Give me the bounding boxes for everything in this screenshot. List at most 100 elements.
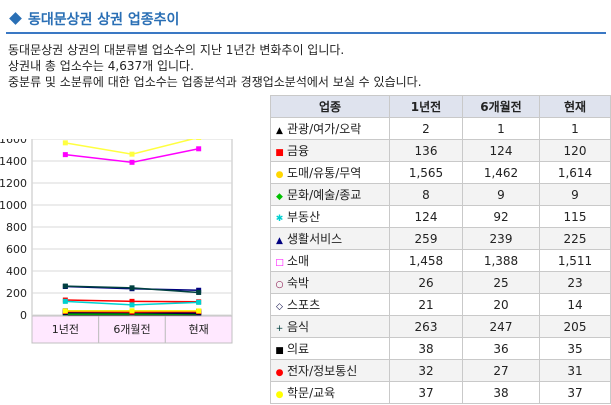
series-marker-icon: ● (275, 368, 284, 378)
value-cell-1year: 136 (389, 139, 463, 162)
industry-name-cell: ● 전자/정보통신 (270, 359, 390, 382)
y-tick-label: 800 (6, 221, 27, 234)
industry-name: 숙박 (287, 276, 310, 290)
col-header-industry: 업종 (270, 95, 390, 118)
value-cell-6months: 124 (462, 139, 540, 162)
value-cell-current: 1,614 (539, 161, 611, 184)
table-row: ◇ 스포츠 21 20 14 (270, 293, 611, 316)
y-tick-label: 1400 (0, 155, 27, 168)
data-point (62, 152, 68, 158)
value-cell-current: 115 (539, 205, 611, 228)
industry-name-cell: ● 학문/교육 (270, 381, 390, 404)
industry-name: 문화/예술/종교 (287, 188, 362, 202)
data-point (62, 283, 68, 289)
value-cell-current: 37 (539, 381, 611, 404)
col-header-current: 현재 (539, 95, 611, 118)
industry-name: 생활서비스 (287, 232, 343, 246)
y-tick-label: 200 (6, 287, 27, 300)
series-marker-icon: ● (275, 170, 284, 180)
data-point (129, 308, 135, 314)
value-cell-1year: 1,565 (389, 161, 463, 184)
industry-name: 소매 (287, 254, 310, 268)
industry-name: 음식 (287, 320, 310, 334)
y-tick-label: 400 (6, 265, 27, 278)
industry-name: 관광/여가/오락 (287, 122, 362, 136)
value-cell-6months: 1 (462, 117, 540, 140)
series-marker-icon: ✱ (275, 214, 284, 224)
value-cell-current: 31 (539, 359, 611, 382)
y-tick-label: 1000 (0, 199, 27, 212)
value-cell-6months: 1,388 (462, 249, 540, 272)
value-cell-6months: 92 (462, 205, 540, 228)
y-tick-label: 0 (20, 309, 27, 322)
industry-name-cell: ✱ 부동산 (270, 205, 390, 228)
value-cell-1year: 1,458 (389, 249, 463, 272)
data-point (196, 299, 202, 305)
series-marker-icon: ○ (275, 280, 284, 290)
table-row: ■ 금융 136 124 120 (270, 139, 611, 162)
industry-name: 부동산 (287, 210, 321, 224)
data-point (129, 151, 135, 157)
value-cell-current: 35 (539, 337, 611, 360)
data-point (129, 285, 135, 291)
value-cell-1year: 2 (389, 117, 463, 140)
series-marker-icon: ▲ (276, 236, 283, 246)
value-cell-6months: 38 (462, 381, 540, 404)
data-point (62, 298, 68, 304)
industry-name-cell: ■ 금융 (270, 139, 390, 162)
series-marker-icon: ▲ (276, 126, 283, 136)
value-cell-current: 14 (539, 293, 611, 316)
x-category-band (164, 315, 233, 344)
value-cell-1year: 8 (389, 183, 463, 206)
value-cell-current: 120 (539, 139, 611, 162)
series-marker-icon: ■ (275, 346, 284, 356)
industry-name-cell: ◆ 문화/예술/종교 (270, 183, 390, 206)
value-cell-current: 205 (539, 315, 611, 338)
industry-name: 금융 (287, 144, 310, 158)
value-cell-1year: 37 (389, 381, 463, 404)
value-cell-6months: 247 (462, 315, 540, 338)
data-point (129, 302, 135, 308)
data-point (62, 308, 68, 314)
industry-name: 전자/정보통신 (287, 364, 358, 378)
data-point (196, 146, 202, 152)
value-cell-1year: 32 (389, 359, 463, 382)
table-row: ▲ 생활서비스 259 239 225 (270, 227, 611, 250)
data-point (62, 140, 68, 146)
title-divider (6, 32, 606, 34)
industry-name-cell: □ 소매 (270, 249, 390, 272)
industry-name-cell: ○ 숙박 (270, 271, 390, 294)
trend-line-chart: 0 200 400 600 800 1000 1200 1400 1600 1년전 6개월전 현재 (0, 139, 233, 344)
industry-name-cell: ● 도매/유통/무역 (270, 161, 390, 184)
x-tick-label: 1년전 (52, 323, 79, 336)
value-cell-1year: 259 (389, 227, 463, 250)
industry-name-cell: + 음식 (270, 315, 390, 338)
value-cell-1year: 21 (389, 293, 463, 316)
table-row: ◆ 문화/예술/종교 8 9 9 (270, 183, 611, 206)
data-point (129, 159, 135, 165)
description-line: 동대문상권 상권의 대분류별 업소수의 지난 1년간 변화추이 입니다. (8, 43, 345, 57)
table-row: + 음식 263 247 205 (270, 315, 611, 338)
data-point (196, 308, 202, 314)
value-cell-current: 225 (539, 227, 611, 250)
series-marker-icon: + (275, 324, 284, 334)
data-point (196, 289, 202, 295)
table-row: ✱ 부동산 124 92 115 (270, 205, 611, 228)
value-cell-1year: 38 (389, 337, 463, 360)
y-tick-label: 1600 (0, 139, 27, 146)
industry-table: 업종 1년전 6개월전 현재 ▲ 관광/여가/오락 2 1 1 ■ 금융 136 124 120 ●… (270, 95, 611, 404)
value-cell-current: 23 (539, 271, 611, 294)
x-tick-label: 6개월전 (113, 323, 150, 336)
value-cell-1year: 263 (389, 315, 463, 338)
value-cell-current: 1 (539, 117, 611, 140)
industry-name-cell: ▲ 관광/여가/오락 (270, 117, 390, 140)
col-header-6months: 6개월전 (462, 95, 540, 118)
table-row: ■ 의료 38 36 35 (270, 337, 611, 360)
value-cell-6months: 20 (462, 293, 540, 316)
value-cell-6months: 239 (462, 227, 540, 250)
series-marker-icon: ◆ (276, 192, 283, 202)
value-cell-1year: 124 (389, 205, 463, 228)
industry-name: 스포츠 (287, 298, 321, 312)
series-marker-icon: □ (275, 258, 284, 268)
table-row: ▲ 관광/여가/오락 2 1 1 (270, 117, 611, 140)
